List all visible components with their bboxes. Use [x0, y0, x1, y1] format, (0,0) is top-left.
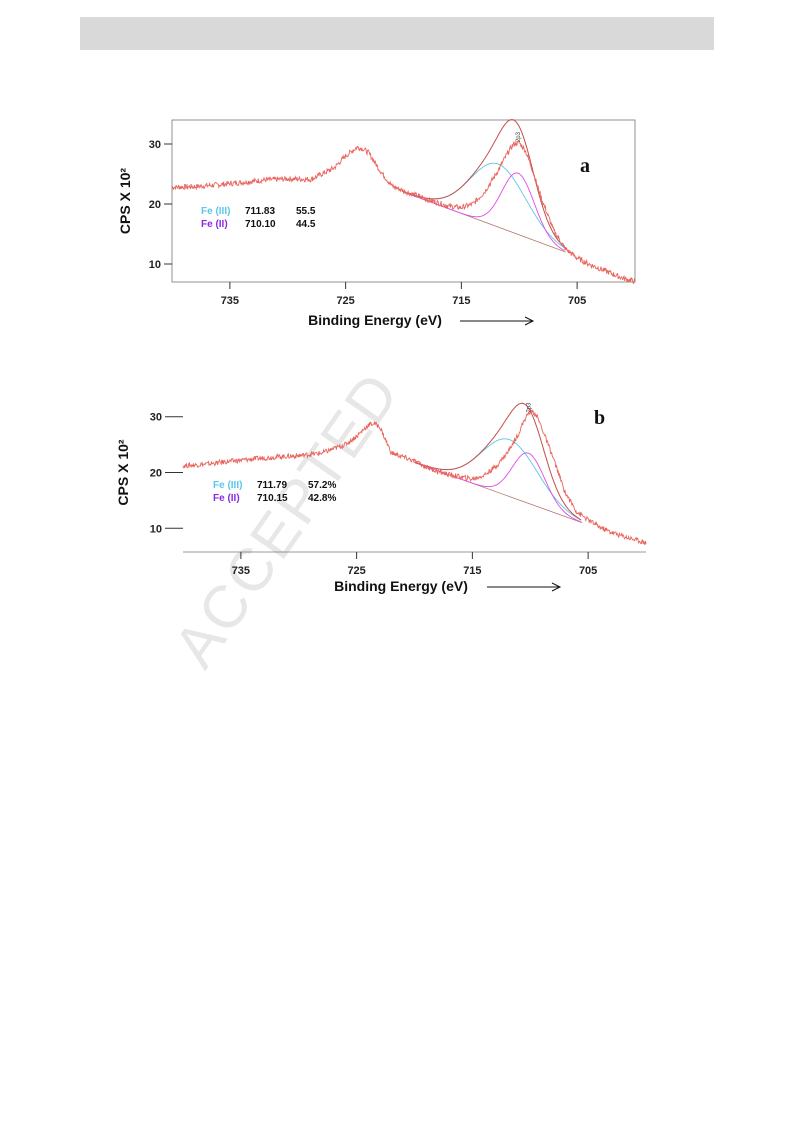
- x-tick-label: 705: [568, 295, 586, 307]
- x-tick-label: 705: [579, 565, 597, 577]
- y-tick-label: 10: [149, 259, 161, 271]
- fit-envelope: [414, 402, 582, 521]
- arrow-head-icon: [524, 316, 535, 326]
- x-tick-label: 715: [452, 295, 470, 307]
- x-tick-label: 715: [463, 565, 481, 577]
- y-tick-label: 10: [150, 523, 162, 535]
- species-label: Fe (II): [213, 493, 240, 504]
- raw-spectrum: [171, 140, 636, 284]
- arrow-head-icon: [551, 582, 562, 592]
- panel-label: a: [580, 155, 590, 177]
- peak-tag: 2p3: [516, 131, 522, 142]
- binding-energy-value: 711.83: [245, 206, 275, 217]
- y-axis-title: CPS X 10²: [115, 439, 131, 505]
- binding-energy-value: 711.79: [257, 480, 287, 491]
- xps-chart-a: 10 20 30 735 725 715 705 Binding Energy (eV) CPS…: [117, 119, 636, 328]
- panel-label: b: [594, 407, 605, 429]
- header-bar: [80, 17, 714, 50]
- fit-component-fe3: [403, 162, 565, 249]
- species-label: Fe (III): [201, 206, 230, 217]
- x-tick-label: 725: [347, 565, 365, 577]
- x-axis-title: Binding Energy (eV): [308, 312, 442, 328]
- x-tick-label: 725: [336, 295, 354, 307]
- x-axis-title: Binding Energy (eV): [334, 578, 468, 594]
- fit-component-fe2: [403, 172, 565, 251]
- xps-chart-b: 10 20 30 735 725 715 705 Binding Energy (eV) CPS…: [115, 402, 647, 594]
- y-tick-label: 20: [149, 199, 161, 211]
- species-label: Fe (II): [201, 219, 228, 230]
- percentage-value: 57.2%: [308, 480, 336, 491]
- plot-frame: [171, 119, 636, 283]
- percentage-value: 42.8%: [308, 493, 336, 504]
- x-tick-label: 735: [232, 565, 250, 577]
- percentage-value: 55.5: [296, 206, 316, 217]
- x-tick-label: 735: [221, 295, 239, 307]
- binding-energy-value: 710.10: [245, 219, 276, 230]
- percentage-value: 44.5: [296, 219, 316, 230]
- y-axis-title: CPS X 10²: [117, 168, 133, 234]
- binding-energy-value: 710.15: [257, 493, 288, 504]
- y-tick-label: 30: [149, 139, 161, 151]
- fit-component-fe3: [414, 438, 582, 521]
- species-label: Fe (III): [213, 480, 242, 491]
- y-tick-label: 30: [150, 412, 162, 424]
- raw-spectrum: [182, 408, 647, 546]
- fit-envelope: [403, 119, 565, 248]
- y-tick-label: 20: [150, 468, 162, 480]
- peak-tag: 2p3: [527, 402, 533, 413]
